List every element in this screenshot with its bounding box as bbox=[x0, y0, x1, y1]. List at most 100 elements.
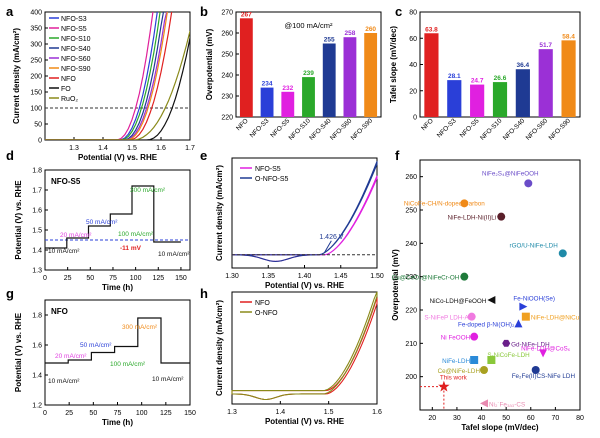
series-line bbox=[45, 37, 190, 140]
category-label: NFO-S90 bbox=[548, 117, 573, 142]
y-axis-label: Overpotential (mV) bbox=[391, 249, 400, 321]
x-tick-label: 60 bbox=[527, 415, 535, 422]
y-tick-label: 260 bbox=[405, 174, 417, 181]
bar bbox=[239, 18, 253, 117]
y-tick-label: 230 bbox=[221, 94, 233, 101]
bar bbox=[281, 91, 295, 117]
y-tick-label: 220 bbox=[221, 115, 233, 122]
inset-label: NFO-S5 bbox=[51, 177, 81, 186]
y-axis-label: Current density (mA/cm²) bbox=[215, 165, 224, 261]
y-tick-label: 230 bbox=[405, 274, 417, 281]
x-tick-label: 1.5 bbox=[127, 145, 137, 152]
point-label: rGO/U-NiFe-LDH bbox=[509, 242, 558, 249]
scatter-point bbox=[487, 296, 496, 304]
legend-label: NFO-S40 bbox=[61, 46, 91, 53]
x-axis-label: Time (h) bbox=[102, 418, 133, 427]
y-tick-label: 1.5 bbox=[32, 228, 42, 235]
y-tick-label: 300 bbox=[30, 42, 42, 49]
x-tick-label: 1.4 bbox=[98, 145, 108, 152]
y-tick-label: 0 bbox=[38, 138, 42, 145]
panel-letter: d bbox=[6, 148, 14, 163]
bar bbox=[364, 33, 378, 117]
panel-h-cv-chart: h 1.3 1.4 1.5 1.6 Potential (V) vs. RHE Curren… bbox=[200, 286, 382, 426]
point-label: Cu@CeO₂@NiFeCr-OH bbox=[392, 275, 460, 282]
scatter-point bbox=[438, 380, 450, 392]
scatter-point bbox=[470, 356, 479, 364]
y-tick-label: 60 bbox=[409, 36, 417, 43]
panel-c-tafel-bar-chart: c 0 20 40 60 80 Tafel slope (mV/dec) 63.8 NFO 28.… bbox=[389, 4, 581, 142]
annotation: 50 mA/cm² bbox=[80, 342, 112, 349]
data-label: 24.7 bbox=[471, 78, 484, 85]
bar bbox=[260, 87, 274, 117]
panel-a-lsv-chart: a 1.3 1.4 1.5 1.6 1.7 0 50 100 150 200 250 300 350 400… bbox=[6, 4, 195, 162]
point-label: Fe₂Fe(II)CS-NiFe LDH bbox=[512, 373, 576, 380]
y-tick-label: 260 bbox=[221, 31, 233, 38]
category-label: NFO bbox=[235, 117, 250, 132]
annotation: 10 mA/cm² bbox=[158, 251, 190, 258]
x-tick-label: 1.30 bbox=[225, 273, 239, 280]
x-axis-label: Tafel slope (mV/dec) bbox=[461, 423, 539, 432]
x-tick-label: 0 bbox=[43, 410, 47, 417]
series-line bbox=[231, 291, 378, 401]
x-axis-label: Potential (V) vs. RHE bbox=[78, 153, 158, 162]
x-tick-label: 125 bbox=[160, 410, 172, 417]
y-tick-label: 20 bbox=[409, 88, 417, 95]
scatter-point bbox=[539, 349, 548, 358]
y-tick-label: 1.6 bbox=[32, 208, 42, 215]
category-label: NFO-S40 bbox=[502, 117, 527, 142]
y-tick-label: 80 bbox=[409, 10, 417, 17]
annotation: 20 mA/cm² bbox=[55, 353, 87, 360]
y-tick-label: 350 bbox=[30, 26, 42, 33]
x-tick-label: 50 bbox=[502, 415, 510, 422]
y-tick-label: 250 bbox=[30, 58, 42, 65]
y-tick-label: 240 bbox=[405, 241, 417, 248]
bar bbox=[424, 33, 439, 118]
panel-letter: h bbox=[200, 286, 208, 301]
x-tick-label: 80 bbox=[576, 415, 584, 422]
y-tick-label: 1.4 bbox=[32, 248, 42, 255]
point-label: NiFe-LDH@NiCu bbox=[531, 315, 580, 322]
x-tick-label: 1.6 bbox=[372, 409, 382, 416]
plot-frame bbox=[231, 291, 378, 405]
bar bbox=[322, 43, 336, 117]
x-tick-label: 125 bbox=[152, 275, 164, 282]
legend-label: NFO-S10 bbox=[61, 36, 91, 43]
legend-label: NFO-S5 bbox=[255, 166, 281, 173]
y-tick-label: 210 bbox=[405, 341, 417, 348]
scatter-point bbox=[487, 356, 496, 364]
data-label: 63.8 bbox=[425, 26, 438, 33]
point-label: NiFe-LDH@CoSₓ bbox=[521, 345, 571, 352]
legend-label: NFO-S3 bbox=[61, 16, 87, 23]
data-label: 36.4 bbox=[517, 62, 530, 69]
x-tick-label: 150 bbox=[184, 410, 196, 417]
plot-frame bbox=[44, 169, 191, 271]
scatter-point bbox=[514, 319, 523, 328]
annotation: 100 mA/cm² bbox=[110, 361, 146, 368]
scatter-point bbox=[531, 366, 540, 374]
x-tick-label: 1.6 bbox=[156, 145, 166, 152]
bar bbox=[302, 77, 315, 117]
panel-e-cv-chart: e 1.30 1.35 1.40 1.45 1.50 Potential (V) vs. R… bbox=[200, 148, 384, 290]
panel-f-comparison-scatter: f 20 30 40 50 60 70 80 200 210 220 230 240 250 260 Tafe… bbox=[391, 148, 584, 432]
bar bbox=[492, 82, 508, 117]
point-label: Fe-doped β-Ni(OH)₂ bbox=[458, 321, 515, 328]
panel-letter: g bbox=[6, 286, 14, 301]
point-label: Gd-NiFe-LDH bbox=[511, 341, 550, 348]
data-label: 26.6 bbox=[494, 75, 507, 82]
x-axis-label: Potential (V) vs. RHE bbox=[265, 417, 345, 426]
y-axis-label: Potential (V) vs. RHE bbox=[14, 312, 23, 392]
scatter-point bbox=[521, 312, 530, 321]
x-tick-label: 1.35 bbox=[261, 273, 275, 280]
y-tick-label: 1.3 bbox=[32, 268, 42, 275]
point-label: NiCo-LDH@FeOOH bbox=[430, 298, 487, 305]
point-label: NiFe-LDH-Ni(II)Li bbox=[448, 215, 497, 222]
category-label: NFO-S10 bbox=[479, 117, 504, 142]
scatter-point bbox=[460, 199, 469, 208]
series-line bbox=[232, 175, 378, 262]
y-tick-label: 50 bbox=[34, 122, 42, 129]
y-tick-label: 270 bbox=[221, 10, 233, 17]
annotation: 10 mA/cm² bbox=[48, 248, 80, 255]
scatter-point bbox=[480, 366, 488, 374]
x-tick-label: 1.3 bbox=[69, 145, 79, 152]
point-label: NiFe₂S₄@NiFeOOH bbox=[482, 170, 539, 177]
